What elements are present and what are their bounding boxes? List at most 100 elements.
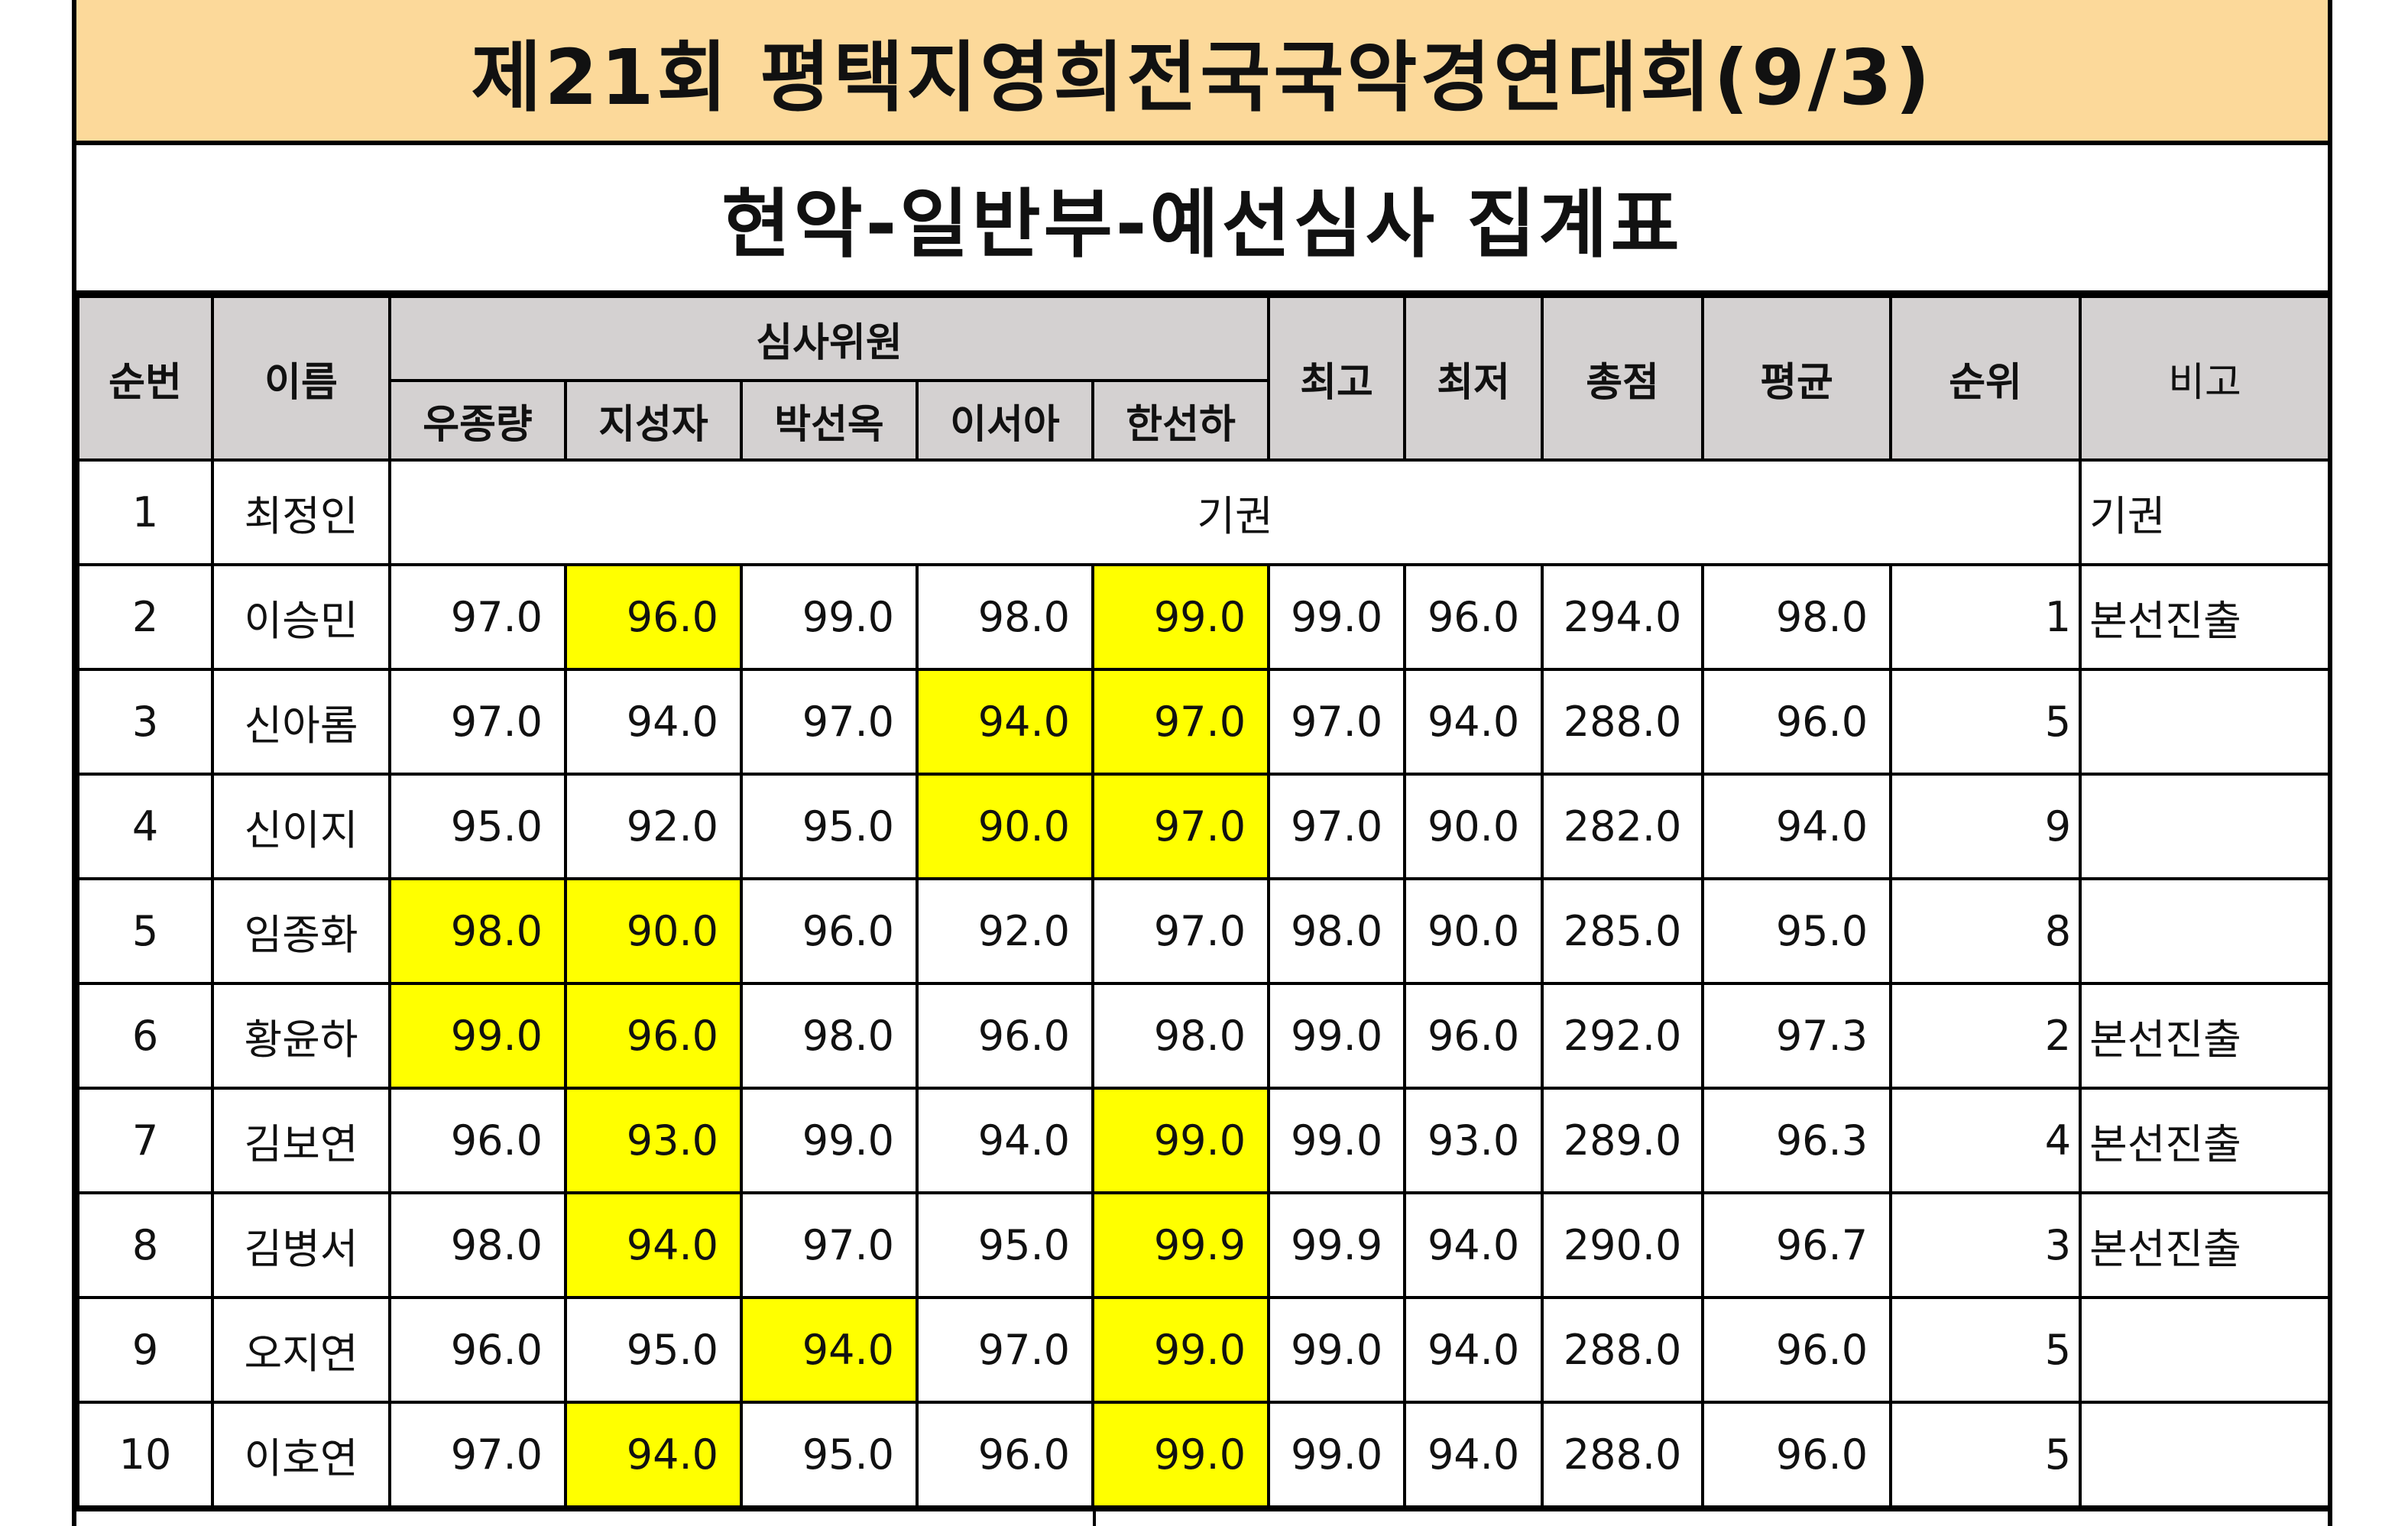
sheet-subtitle: 현악-일반부-예선심사 집계표 (76, 145, 2328, 295)
table-row: 8 김병서 98.0 94.0 97.0 95.0 99.9 99.9 94.0 290.0 96.… (76, 1191, 2332, 1299)
total-score: 288.0 (1541, 1401, 1705, 1508)
score-rows: 1 최정인 기권 기권 2 이승민 97.0 96.0 99.0 98.0 99.0 99.0 96.0… (76, 458, 2332, 1508)
max-score: 98.0 (1267, 877, 1407, 985)
row-number: 7 (76, 1087, 214, 1194)
contestant-name: 신아롬 (211, 668, 391, 776)
header-max: 최고 (1267, 295, 1407, 462)
min-score: 94.0 (1403, 1191, 1544, 1299)
min-score: 94.0 (1403, 1401, 1544, 1508)
judge-score: 98.0 (388, 1191, 567, 1299)
table-row: 6 황윤하 99.0 96.0 98.0 96.0 98.0 99.0 96.0 292.0 97.… (76, 982, 2332, 1090)
note-cell (2079, 1401, 2332, 1508)
row-number: 3 (76, 668, 214, 776)
judge-score: 95.0 (740, 773, 919, 880)
judge-score: 96.0 (916, 1401, 1094, 1508)
note-cell (2079, 773, 2332, 880)
judge-score: 97.0 (388, 1401, 567, 1508)
rank: 5 (1889, 1296, 2082, 1404)
footer-divider (1093, 1507, 1096, 1526)
table-row: 4 신이지 95.0 92.0 95.0 90.0 97.0 97.0 90.0 282.0 94.… (76, 773, 2332, 880)
table-row: 1 최정인 기권 기권 (76, 458, 2332, 566)
row-number: 5 (76, 877, 214, 985)
judge-score: 99.0 (1091, 1401, 1271, 1508)
note-cell: 본선진출 (2079, 982, 2332, 1090)
note-cell: 본선진출 (2079, 563, 2332, 671)
judge-score: 92.0 (916, 877, 1094, 985)
contestant-name: 김병서 (211, 1191, 391, 1299)
header-no: 순번 (76, 295, 214, 462)
min-score: 96.0 (1403, 563, 1544, 671)
total-score: 288.0 (1541, 668, 1705, 776)
judge-score: 93.0 (564, 1087, 743, 1194)
rank: 5 (1889, 668, 2082, 776)
judge-score: 96.0 (564, 982, 743, 1090)
judge-score: 97.0 (1091, 668, 1271, 776)
max-score: 99.0 (1267, 563, 1407, 671)
row-number: 10 (76, 1401, 214, 1508)
judge-score: 97.0 (1091, 773, 1271, 880)
average-score: 97.3 (1701, 982, 1893, 1090)
header-avg: 평균 (1701, 295, 1893, 462)
judge-score: 98.0 (916, 563, 1094, 671)
judge-score: 98.0 (740, 982, 919, 1090)
contestant-name: 최정인 (211, 458, 391, 566)
judge-score: 96.0 (564, 563, 743, 671)
note-cell: 본선진출 (2079, 1191, 2332, 1299)
judge-score: 94.0 (564, 1401, 743, 1508)
header-note: 비고 (2079, 295, 2332, 462)
judge-score: 97.0 (740, 668, 919, 776)
row-number: 9 (76, 1296, 214, 1404)
judge-score: 98.0 (1091, 982, 1271, 1090)
average-score: 96.3 (1701, 1087, 1893, 1194)
min-score: 94.0 (1403, 668, 1544, 776)
row-number: 6 (76, 982, 214, 1090)
judge-score: 97.0 (388, 668, 567, 776)
judge-score: 97.0 (1091, 877, 1271, 985)
contest-title: 제21회 평택지영희전국국악경연대회(9/3) (76, 0, 2328, 145)
judge-score: 94.0 (564, 668, 743, 776)
contestant-name: 이승민 (211, 563, 391, 671)
total-score: 292.0 (1541, 982, 1705, 1090)
judge-score: 95.0 (564, 1296, 743, 1404)
table-row: 2 이승민 97.0 96.0 99.0 98.0 99.0 99.0 96.0 294.0 98.… (76, 563, 2332, 671)
row-number: 2 (76, 563, 214, 671)
max-score: 99.0 (1267, 1087, 1407, 1194)
rank: 9 (1889, 773, 2082, 880)
score-table: 순번 이름 심사위원 최고 최저 총점 평균 순위 비고 우종량 지성자 박선옥… (76, 295, 2332, 1508)
table-row: 3 신아롬 97.0 94.0 97.0 94.0 97.0 97.0 94.0 288.0 96.… (76, 668, 2332, 776)
header-name: 이름 (211, 295, 391, 462)
note-cell (2079, 1296, 2332, 1404)
judge-score: 97.0 (388, 563, 567, 671)
table-row: 9 오지연 96.0 95.0 94.0 97.0 99.0 99.0 94.0 288.0 96.… (76, 1296, 2332, 1404)
header-judge: 박선옥 (740, 379, 919, 462)
judge-score: 99.0 (740, 563, 919, 671)
contestant-name: 김보연 (211, 1087, 391, 1194)
contestant-name: 오지연 (211, 1296, 391, 1404)
judge-score: 99.0 (1091, 1087, 1271, 1194)
judge-score: 90.0 (916, 773, 1094, 880)
judge-score: 95.0 (916, 1191, 1094, 1299)
abstain-cell: 기권 (387, 458, 2082, 566)
rank: 4 (1889, 1087, 2082, 1194)
row-number: 4 (76, 773, 214, 880)
total-score: 289.0 (1541, 1087, 1705, 1194)
judge-score: 95.0 (388, 773, 567, 880)
judge-score: 94.0 (916, 668, 1094, 776)
header-total: 총점 (1541, 295, 1705, 462)
table-footer (76, 1507, 2328, 1526)
judge-score: 90.0 (564, 877, 743, 985)
min-score: 96.0 (1403, 982, 1544, 1090)
max-score: 97.0 (1267, 773, 1407, 880)
note-cell: 본선진출 (2079, 1087, 2332, 1194)
contestant-name: 황윤하 (211, 982, 391, 1090)
header-judges-group: 심사위원 (387, 295, 1271, 382)
header-min: 최저 (1403, 295, 1544, 462)
rank: 8 (1889, 877, 2082, 985)
average-score: 96.7 (1701, 1191, 1893, 1299)
average-score: 96.0 (1701, 668, 1893, 776)
header-judge: 한선하 (1091, 379, 1271, 462)
judge-score: 96.0 (916, 982, 1094, 1090)
judge-score: 96.0 (388, 1296, 567, 1404)
average-score: 95.0 (1701, 877, 1893, 985)
total-score: 285.0 (1541, 877, 1705, 985)
